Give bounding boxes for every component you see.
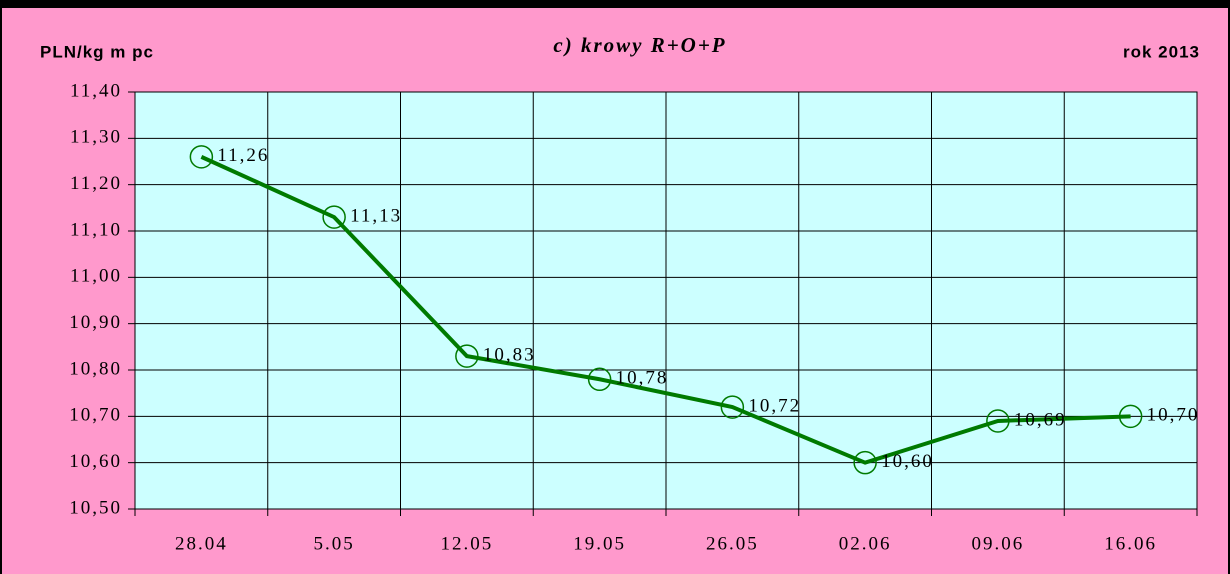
data-label: 10,60 [881,451,934,472]
y-tick-label: 10,80 [69,358,122,379]
x-tick-label: 19.05 [573,533,626,554]
data-label: 10,83 [483,344,536,365]
x-tick-label: 5.05 [314,533,355,554]
marker [720,395,745,419]
y-tick-label: 10,90 [69,312,122,333]
marker [986,409,1010,433]
marker [1118,404,1143,429]
x-tick-label: 16.06 [1104,533,1157,554]
y-tick-label: 10,60 [69,451,122,472]
marker [853,450,877,475]
y-tick-label: 10,50 [69,497,122,518]
marker [322,205,346,229]
right-border [1228,0,1230,574]
line [200,155,1131,465]
data-label: 11,26 [217,145,269,166]
data-label: 10,69 [1014,409,1067,430]
y-tick-label: 11,20 [70,173,122,194]
data-label: 10,72 [748,395,801,416]
chart-title: c) krowy R+O+P [553,33,726,57]
left-border [0,0,2,574]
x-tick-label: 12.05 [441,533,494,554]
data-label: 10,78 [616,368,669,389]
data-label: 10,70 [1147,405,1200,426]
x-tick-label: 02.06 [839,533,892,554]
y-axis-label: PLN/kg m pc [40,42,154,61]
marker [455,344,479,368]
y-tick-label: 11,00 [70,266,122,287]
x-tick-label: 09.06 [972,533,1025,554]
x-tick-label: 26.05 [706,533,759,554]
top-border [0,0,1230,8]
y-tick-label: 11,30 [70,127,122,148]
marker [189,145,214,169]
x-tick-label: 28.04 [175,533,228,554]
marker [587,367,612,392]
y-tick-label: 11,40 [70,80,122,101]
y-tick-label: 11,10 [70,219,122,240]
annotation: rok 2013 [1123,42,1200,61]
y-tick-label: 10,70 [69,405,122,426]
data-label: 11,13 [350,205,402,226]
